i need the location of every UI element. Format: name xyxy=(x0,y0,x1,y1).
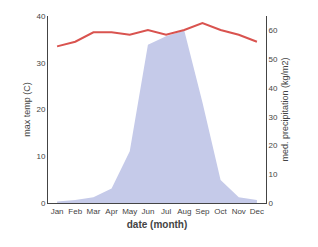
svg-text:Apr: Apr xyxy=(105,207,118,216)
svg-text:May: May xyxy=(122,207,137,216)
svg-text:0: 0 xyxy=(269,199,274,208)
svg-text:50: 50 xyxy=(269,55,278,64)
svg-text:60: 60 xyxy=(269,26,278,35)
svg-text:Dec: Dec xyxy=(250,207,264,216)
svg-text:10: 10 xyxy=(36,152,45,161)
svg-text:20: 20 xyxy=(36,105,45,114)
svg-text:Oct: Oct xyxy=(214,207,227,216)
svg-text:max temp (C): max temp (C) xyxy=(22,82,32,137)
svg-text:0: 0 xyxy=(41,199,46,208)
svg-text:30: 30 xyxy=(269,112,278,121)
svg-text:Feb: Feb xyxy=(68,207,82,216)
svg-text:30: 30 xyxy=(36,59,45,68)
svg-text:Jul: Jul xyxy=(161,207,171,216)
svg-text:Sep: Sep xyxy=(195,207,210,216)
svg-text:date (month): date (month) xyxy=(127,219,188,230)
svg-text:10: 10 xyxy=(269,170,278,179)
svg-text:Aug: Aug xyxy=(177,207,191,216)
svg-text:Mar: Mar xyxy=(87,207,101,216)
svg-text:Jan: Jan xyxy=(51,207,64,216)
svg-text:40: 40 xyxy=(269,84,278,93)
svg-text:Nov: Nov xyxy=(232,207,246,216)
svg-text:med. precipitation (kg/m2): med. precipitation (kg/m2) xyxy=(280,57,290,161)
svg-text:20: 20 xyxy=(269,141,278,150)
svg-text:40: 40 xyxy=(36,12,45,21)
svg-text:Jun: Jun xyxy=(141,207,154,216)
